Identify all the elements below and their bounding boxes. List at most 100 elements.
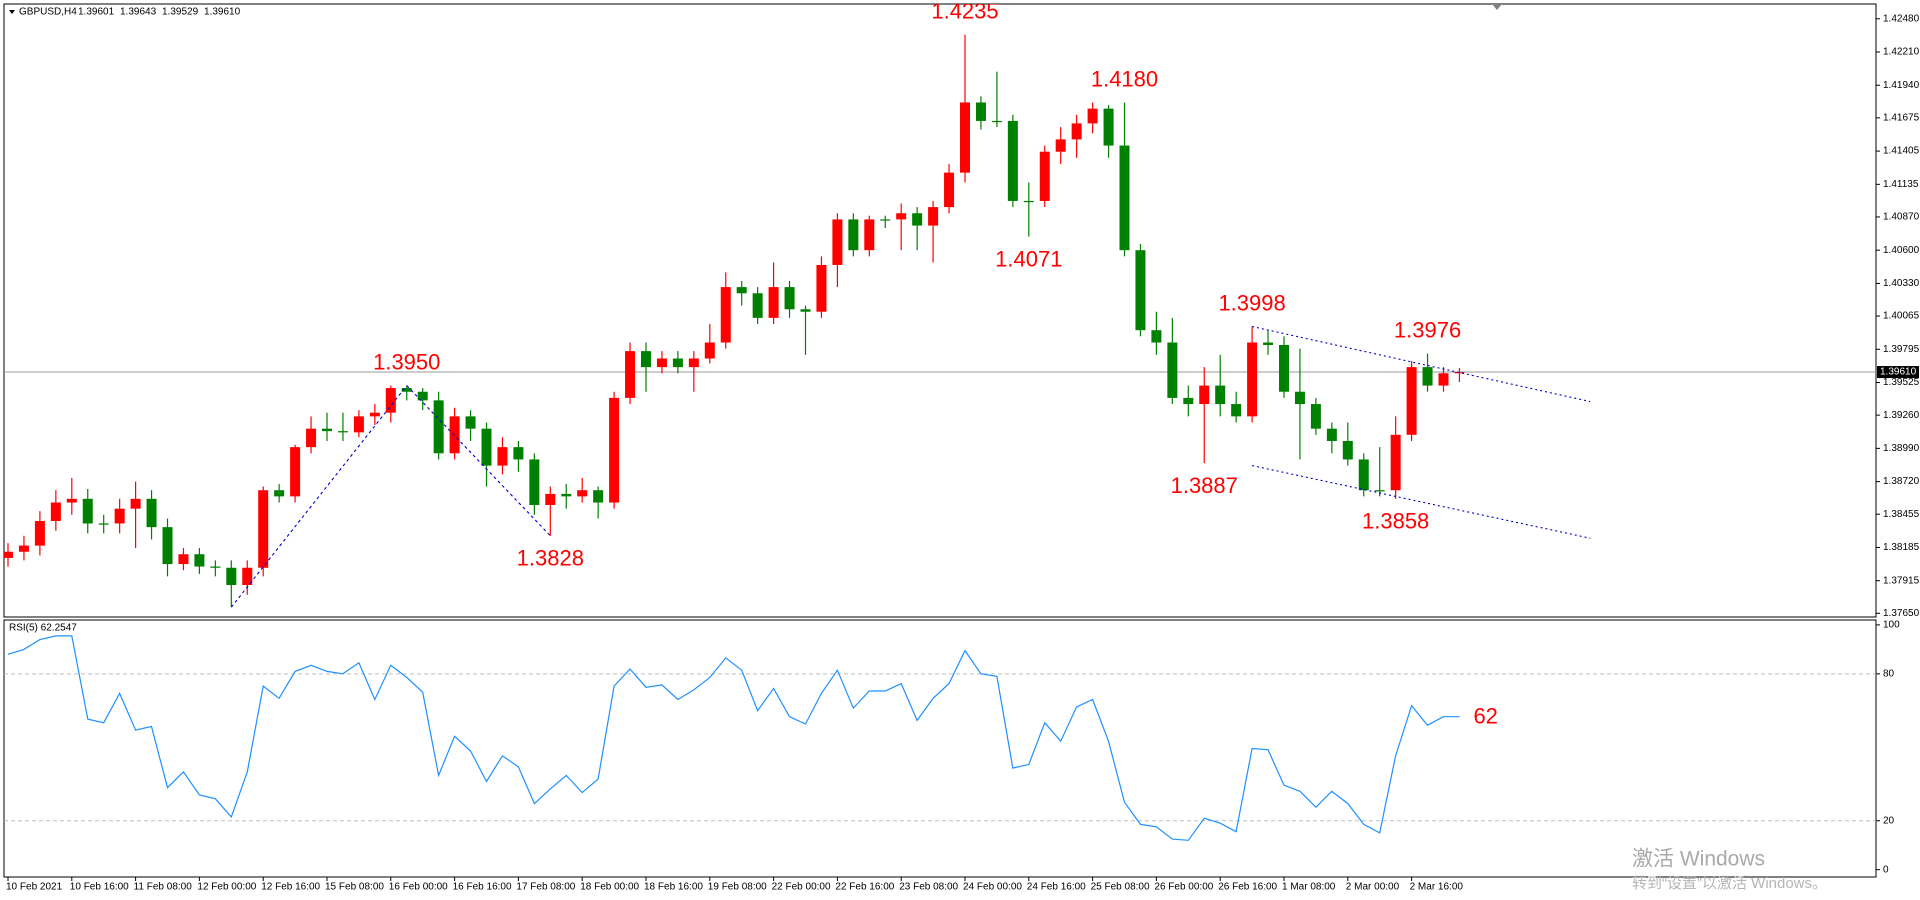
candle-body <box>50 502 61 521</box>
candle-body <box>66 498 77 503</box>
price-annotation: 1.3828 <box>517 546 584 571</box>
candle-body <box>561 493 572 497</box>
candle-body <box>944 172 955 208</box>
rsi-y-tick-label: 20 <box>1883 815 1895 826</box>
candle-body <box>1247 342 1258 417</box>
candle-body <box>1422 367 1433 386</box>
axes: 1.42480 1.42210 1.41940 1.41675 1.41405 1.411… <box>6 13 1920 892</box>
candle-body <box>449 416 460 454</box>
x-tick-label: 18 Feb 16:00 <box>644 882 703 893</box>
candle-body <box>258 490 269 568</box>
candle-body <box>18 545 29 552</box>
y-tick-label: 1.38185 <box>1883 542 1920 553</box>
candle-body <box>1071 123 1082 140</box>
symbol-label: GBPUSD,H4 <box>19 7 77 18</box>
price-annotation: 1.3998 <box>1218 290 1285 315</box>
price-annotation: 1.3950 <box>373 349 440 374</box>
candle-body <box>736 287 747 294</box>
watermark-title: 激活 Windows <box>1632 848 1765 871</box>
candle-body <box>1454 372 1465 374</box>
candle-body <box>1310 404 1321 429</box>
y-tick-label: 1.40600 <box>1883 245 1920 256</box>
candle-body <box>1279 344 1289 392</box>
candle-body <box>545 493 556 505</box>
candle-body <box>752 293 763 318</box>
trendline <box>230 385 408 608</box>
candle-body <box>226 567 237 585</box>
candle-body <box>960 102 970 173</box>
y-tick-label: 1.39525 <box>1883 377 1920 388</box>
candle-body <box>1167 342 1178 398</box>
header-value: 1.39529 <box>162 7 199 18</box>
candle-body <box>975 102 986 121</box>
y-tick-label: 1.40065 <box>1883 311 1920 322</box>
x-tick-label: 10 Feb 2021 <box>6 882 63 893</box>
price-annotation: 1.3976 <box>1394 317 1461 342</box>
candle-body <box>114 508 125 524</box>
candle-body <box>832 219 843 265</box>
y-tick-label: 1.42210 <box>1883 47 1920 58</box>
candle-body <box>1135 250 1146 331</box>
rsi-y-tick-label: 100 <box>1883 620 1900 631</box>
candle-body <box>385 388 396 413</box>
rsi-y-tick-label: 80 <box>1883 668 1895 679</box>
candle-body <box>1326 428 1337 441</box>
candle-body <box>816 264 827 312</box>
candle-body <box>800 309 811 312</box>
header-value: 1.39601 <box>78 7 115 18</box>
candle-body <box>481 428 492 466</box>
candle-body <box>194 554 205 567</box>
trendline <box>406 385 551 537</box>
candle-body <box>98 523 109 525</box>
candle-body <box>593 490 604 503</box>
candle-body <box>928 207 939 226</box>
candle-body <box>1374 490 1385 492</box>
candle-body <box>848 219 859 251</box>
candle-body <box>896 213 907 220</box>
x-tick-label: 16 Feb 00:00 <box>389 882 448 893</box>
candle-body <box>513 447 524 460</box>
x-tick-label: 2 Mar 16:00 <box>1410 882 1464 893</box>
candle-body <box>401 388 412 392</box>
y-tick-label: 1.39260 <box>1883 410 1920 421</box>
y-tick-label: 1.38455 <box>1883 509 1920 520</box>
x-tick-label: 15 Feb 08:00 <box>325 882 384 893</box>
candle-body <box>82 498 93 524</box>
x-tick-label: 2 Mar 00:00 <box>1346 882 1400 893</box>
x-tick-label: 23 Feb 08:00 <box>899 882 958 893</box>
candle-body <box>178 554 189 565</box>
x-tick-label: 24 Feb 00:00 <box>963 882 1022 893</box>
candle-body <box>609 397 620 503</box>
candle-body <box>864 219 875 251</box>
menu-arrow[interactable] <box>9 10 15 14</box>
candle-body <box>497 447 508 466</box>
candle-body <box>991 120 1002 123</box>
y-tick-label: 1.41940 <box>1883 80 1920 91</box>
header-value: 1.39643 <box>120 7 157 18</box>
candle-body <box>369 412 380 417</box>
candle-body <box>1294 391 1305 405</box>
candle-body <box>688 358 699 368</box>
candle-body <box>146 498 157 528</box>
rsi-plot: 62 <box>4 635 1876 841</box>
x-tick-label: 10 Feb 16:00 <box>70 882 129 893</box>
rsi-y-tick-label: 0 <box>1883 864 1889 875</box>
candle-body <box>912 213 923 226</box>
y-tick-label: 1.38990 <box>1883 443 1920 454</box>
x-tick-label: 17 Feb 08:00 <box>516 882 575 893</box>
x-tick-label: 24 Feb 16:00 <box>1027 882 1086 893</box>
candle-body <box>1087 108 1098 124</box>
candle-body <box>641 351 651 368</box>
rsi-line <box>7 635 1460 841</box>
candle-body <box>274 490 285 497</box>
y-tick-label: 1.41405 <box>1883 146 1920 157</box>
y-tick-label: 1.37650 <box>1883 608 1920 619</box>
candle-body <box>417 391 428 401</box>
candle-body <box>322 428 332 432</box>
candle-body <box>290 447 301 497</box>
main-plot: 1.3950 1.3828 1.4235 1.4180 1.4071 1.3998 1.38… <box>4 4 1876 608</box>
candle-body <box>242 567 253 585</box>
candle-body <box>1183 397 1194 405</box>
y-tick-label: 1.38720 <box>1883 476 1920 487</box>
